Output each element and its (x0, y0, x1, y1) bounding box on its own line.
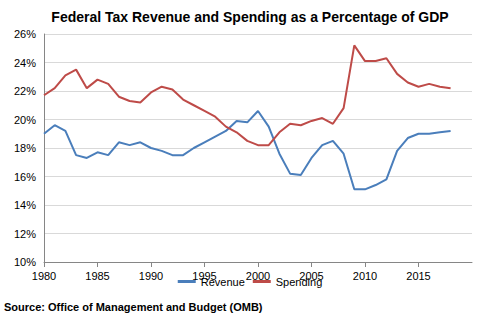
svg-text:18%: 18% (14, 142, 36, 154)
svg-text:Revenue: Revenue (201, 276, 245, 288)
svg-text:Source: Office of Management a: Source: Office of Management and Budget … (4, 301, 263, 313)
svg-text:1980: 1980 (32, 270, 56, 282)
svg-text:2015: 2015 (406, 270, 430, 282)
svg-text:20%: 20% (14, 114, 36, 126)
svg-text:10%: 10% (14, 256, 36, 268)
svg-text:2010: 2010 (353, 270, 377, 282)
svg-text:26%: 26% (14, 28, 36, 40)
svg-text:2000: 2000 (246, 270, 270, 282)
svg-text:14%: 14% (14, 199, 36, 211)
svg-text:Spending: Spending (276, 276, 323, 288)
svg-text:22%: 22% (14, 85, 36, 97)
svg-text:Federal Tax Revenue and Spendi: Federal Tax Revenue and Spending as a Pe… (51, 9, 448, 25)
svg-text:1985: 1985 (85, 270, 109, 282)
svg-text:12%: 12% (14, 228, 36, 240)
svg-text:1990: 1990 (139, 270, 163, 282)
svg-text:24%: 24% (14, 57, 36, 69)
svg-text:16%: 16% (14, 171, 36, 183)
